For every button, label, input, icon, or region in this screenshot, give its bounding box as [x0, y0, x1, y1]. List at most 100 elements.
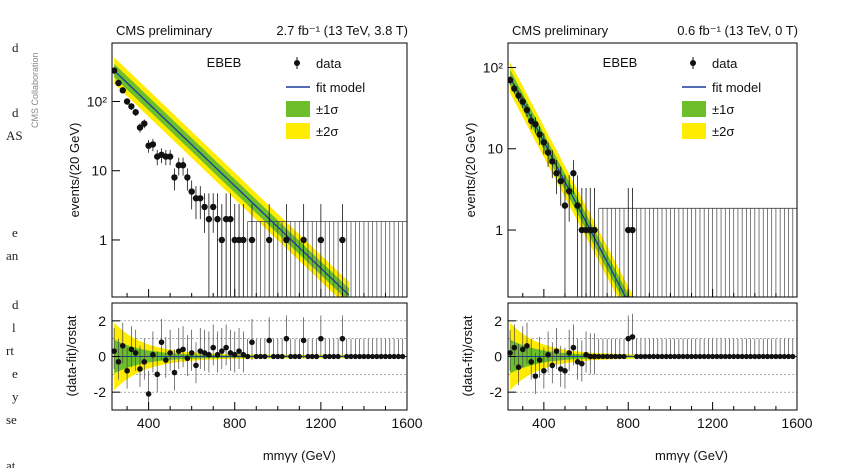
data-point: [119, 87, 126, 94]
legend-label: data: [712, 56, 738, 71]
residual-point: [227, 350, 234, 356]
residual-point: [339, 335, 346, 342]
residual-point: [326, 353, 333, 360]
header-right: 0.6 fb⁻¹ (13 TeV, 0 T): [677, 23, 798, 38]
legend-label: ±1σ: [316, 102, 338, 117]
residual-point: [378, 353, 384, 360]
residual-point: [621, 353, 627, 360]
residual-point: [705, 353, 712, 360]
residual-point: [283, 335, 290, 342]
residual-point: [253, 353, 259, 360]
residual-tick-label: 0: [494, 349, 502, 365]
residual-point: [545, 351, 551, 358]
data-point: [557, 177, 564, 185]
residual-point: [124, 367, 130, 374]
data-point: [201, 203, 208, 211]
x-tick-label: 400: [137, 415, 161, 431]
residual-point: [701, 353, 707, 360]
residual-point: [663, 353, 669, 360]
data-point: [141, 120, 148, 127]
data-point: [171, 174, 178, 181]
y-axis-label: events/(20 GeV): [463, 123, 478, 218]
residual-point: [335, 353, 341, 360]
residual-point: [348, 353, 354, 360]
residual-point: [365, 353, 371, 360]
residual-point: [322, 353, 328, 360]
data-point: [508, 76, 514, 84]
residual-point: [395, 353, 401, 360]
residual-point: [167, 350, 173, 356]
residual-point: [769, 353, 775, 360]
legend-label: data: [316, 56, 342, 71]
residual-point: [288, 353, 294, 360]
top-plot-area: [112, 57, 407, 297]
residual-point: [570, 344, 577, 351]
data-point: [515, 92, 522, 99]
residual-point: [193, 362, 199, 369]
data-point: [317, 236, 325, 244]
header-left: CMS preliminary: [116, 23, 213, 38]
residual-point: [646, 353, 652, 360]
residual-point: [549, 362, 556, 369]
residual-point: [387, 353, 393, 360]
fit-model-line: [113, 70, 350, 296]
residual-point: [634, 353, 640, 360]
residual-point: [756, 353, 762, 360]
residual-point: [257, 353, 264, 360]
residual-point: [553, 348, 560, 354]
residual-point: [591, 353, 598, 360]
residual-point: [625, 335, 632, 342]
x-tick-label: 1200: [697, 415, 728, 431]
legend-label: ±2σ: [316, 124, 338, 139]
residual-point: [361, 353, 367, 360]
residual-point: [249, 339, 255, 346]
residual-point: [309, 353, 315, 360]
residual-point: [718, 353, 724, 360]
x-tick-label: 400: [532, 415, 556, 431]
residual-point: [400, 353, 406, 360]
residual-point: [697, 353, 703, 360]
residual-point: [693, 353, 699, 360]
residual-plot-area: [111, 315, 407, 409]
residual-point: [313, 353, 320, 360]
y-tick-label: 1: [495, 222, 503, 238]
residual-point: [781, 353, 787, 360]
x-axis-label: mmγγ (GeV): [655, 448, 728, 463]
residual-point: [650, 353, 657, 360]
residual-point: [279, 353, 285, 360]
residual-point: [642, 353, 648, 360]
residual-point: [369, 353, 376, 360]
data-point: [540, 139, 548, 146]
residual-point: [206, 351, 212, 358]
residual-point: [608, 353, 614, 360]
residual-point: [154, 371, 161, 378]
residual-point: [158, 339, 165, 346]
residual-point: [507, 350, 513, 356]
legend-two-sigma-swatch: [682, 123, 706, 139]
residual-point: [511, 344, 518, 351]
residual-point: [111, 348, 117, 354]
residual-point: [141, 359, 148, 365]
top-plot-area: [508, 62, 797, 297]
residual-point: [726, 353, 733, 360]
left-text-fragment: d: [12, 40, 19, 55]
residual-point: [566, 350, 572, 356]
residual-point: [115, 359, 122, 365]
residual-point: [137, 366, 143, 372]
residual-point: [760, 353, 766, 360]
data-point: [240, 236, 247, 244]
data-point: [214, 215, 221, 223]
category-label: EBEB: [603, 55, 638, 70]
residual-point: [180, 346, 186, 353]
residual-point: [150, 351, 156, 358]
residual-point: [391, 353, 397, 360]
data-point: [184, 174, 191, 181]
residual-point: [752, 353, 758, 360]
data-point: [179, 162, 187, 169]
data-point: [339, 236, 346, 244]
residual-point: [604, 353, 610, 360]
legend-label: ±1σ: [712, 102, 734, 117]
residual-point: [587, 353, 594, 360]
data-point: [132, 109, 139, 116]
data-point: [300, 236, 307, 244]
